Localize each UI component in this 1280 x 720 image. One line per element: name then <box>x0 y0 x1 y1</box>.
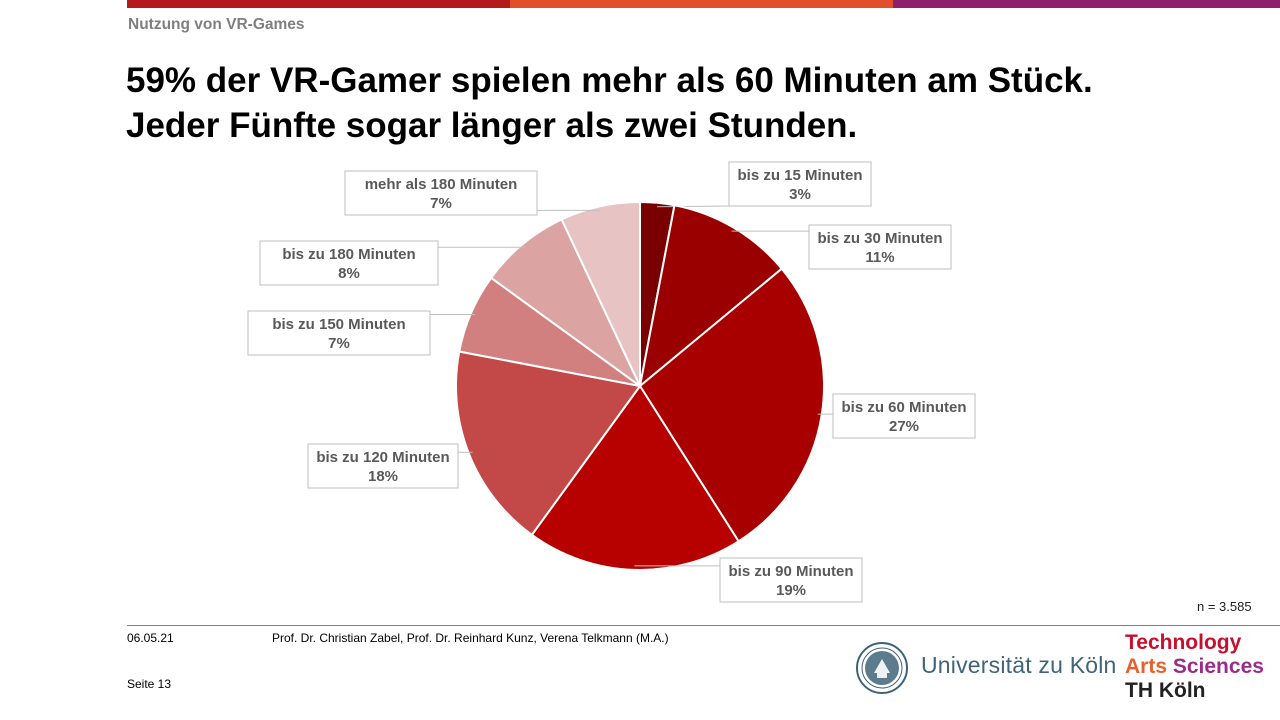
th-logo-arts: Arts <box>1125 655 1168 678</box>
leader-line <box>656 205 730 208</box>
top-color-bar-purple <box>893 0 1280 8</box>
pie-slice <box>455 350 642 537</box>
slice-label: bis zu 90 Minuten 19% <box>719 557 863 603</box>
slice-label-percent: 27% <box>889 418 919 435</box>
slice-label: bis zu 30 Minuten 11% <box>808 224 952 270</box>
slice-label-category: bis zu 120 Minuten <box>316 449 449 466</box>
slice-label-box <box>728 161 872 207</box>
pie-slice <box>489 218 641 387</box>
footer-page-number: Seite 13 <box>127 677 172 691</box>
slice-label: bis zu 15 Minuten 3% <box>728 161 872 207</box>
slice-label-box <box>247 310 431 356</box>
slice-label-box <box>808 224 952 270</box>
slice-label-category: bis zu 15 Minuten <box>737 167 862 184</box>
pie-slice <box>638 204 784 389</box>
pie-slice <box>530 384 740 571</box>
footer-date: 06.05.21 <box>127 631 174 645</box>
university-seal-icon <box>856 642 908 694</box>
sample-size-note: n = 3.585 <box>1197 599 1252 614</box>
footer-authors: Prof. Dr. Christian Zabel, Prof. Dr. Rei… <box>272 631 669 645</box>
slice-label: bis zu 60 Minuten 27% <box>832 393 976 439</box>
slice-label-percent: 3% <box>789 186 811 203</box>
th-koeln-logo: Technology Arts Sciences TH Köln <box>1125 631 1264 703</box>
slice-label-category: bis zu 30 Minuten <box>817 230 942 247</box>
slice-label-box <box>259 240 439 286</box>
university-name: Universität zu Köln <box>921 652 1117 678</box>
slice-label-box <box>307 443 459 489</box>
slice-label-percent: 7% <box>430 195 452 212</box>
pie-slice <box>560 200 641 387</box>
top-color-bar-orange <box>510 0 893 8</box>
slice-label-category: bis zu 60 Minuten <box>841 399 966 416</box>
slice-label-category: bis zu 150 Minuten <box>272 316 405 333</box>
slice-label-category: bis zu 90 Minuten <box>728 563 853 580</box>
slice-label-percent: 18% <box>368 468 398 485</box>
footer-divider <box>127 625 1280 626</box>
slice-label-category: bis zu 180 Minuten <box>282 246 415 263</box>
slice-label: bis zu 150 Minuten 7% <box>247 310 431 356</box>
slice-label-box <box>719 557 863 603</box>
slice-label: bis zu 180 Minuten 8% <box>259 240 439 286</box>
page-title: 59% der VR-Gamer spielen mehr als 60 Min… <box>126 58 1246 148</box>
title-line-1: 59% der VR-Gamer spielen mehr als 60 Min… <box>126 61 1093 100</box>
slice-label-category: mehr als 180 Minuten <box>365 176 518 193</box>
th-logo-line-th-koeln: TH Köln <box>1125 679 1206 702</box>
th-logo-line-arts-sciences: Arts Sciences <box>1125 655 1264 679</box>
slice-label-box <box>832 393 976 439</box>
slice-label-percent: 19% <box>776 582 806 599</box>
th-logo-sciences: Sciences <box>1172 655 1264 678</box>
slice-label: bis zu 120 Minuten 18% <box>307 443 459 489</box>
section-label: Nutzung von VR-Games <box>128 16 305 33</box>
th-logo-line-technology: Technology <box>1125 631 1242 654</box>
slice-label-percent: 7% <box>328 335 350 352</box>
slice-label-box <box>344 170 538 216</box>
slice-label-percent: 8% <box>338 265 360 282</box>
title-line-2: Jeder Fünfte sogar länger als zwei Stund… <box>126 106 858 145</box>
top-color-bar-red <box>127 0 510 8</box>
pie-slice <box>638 267 825 543</box>
slice-label: mehr als 180 Minuten 7% <box>344 170 538 216</box>
slice-label-percent: 11% <box>865 249 894 266</box>
